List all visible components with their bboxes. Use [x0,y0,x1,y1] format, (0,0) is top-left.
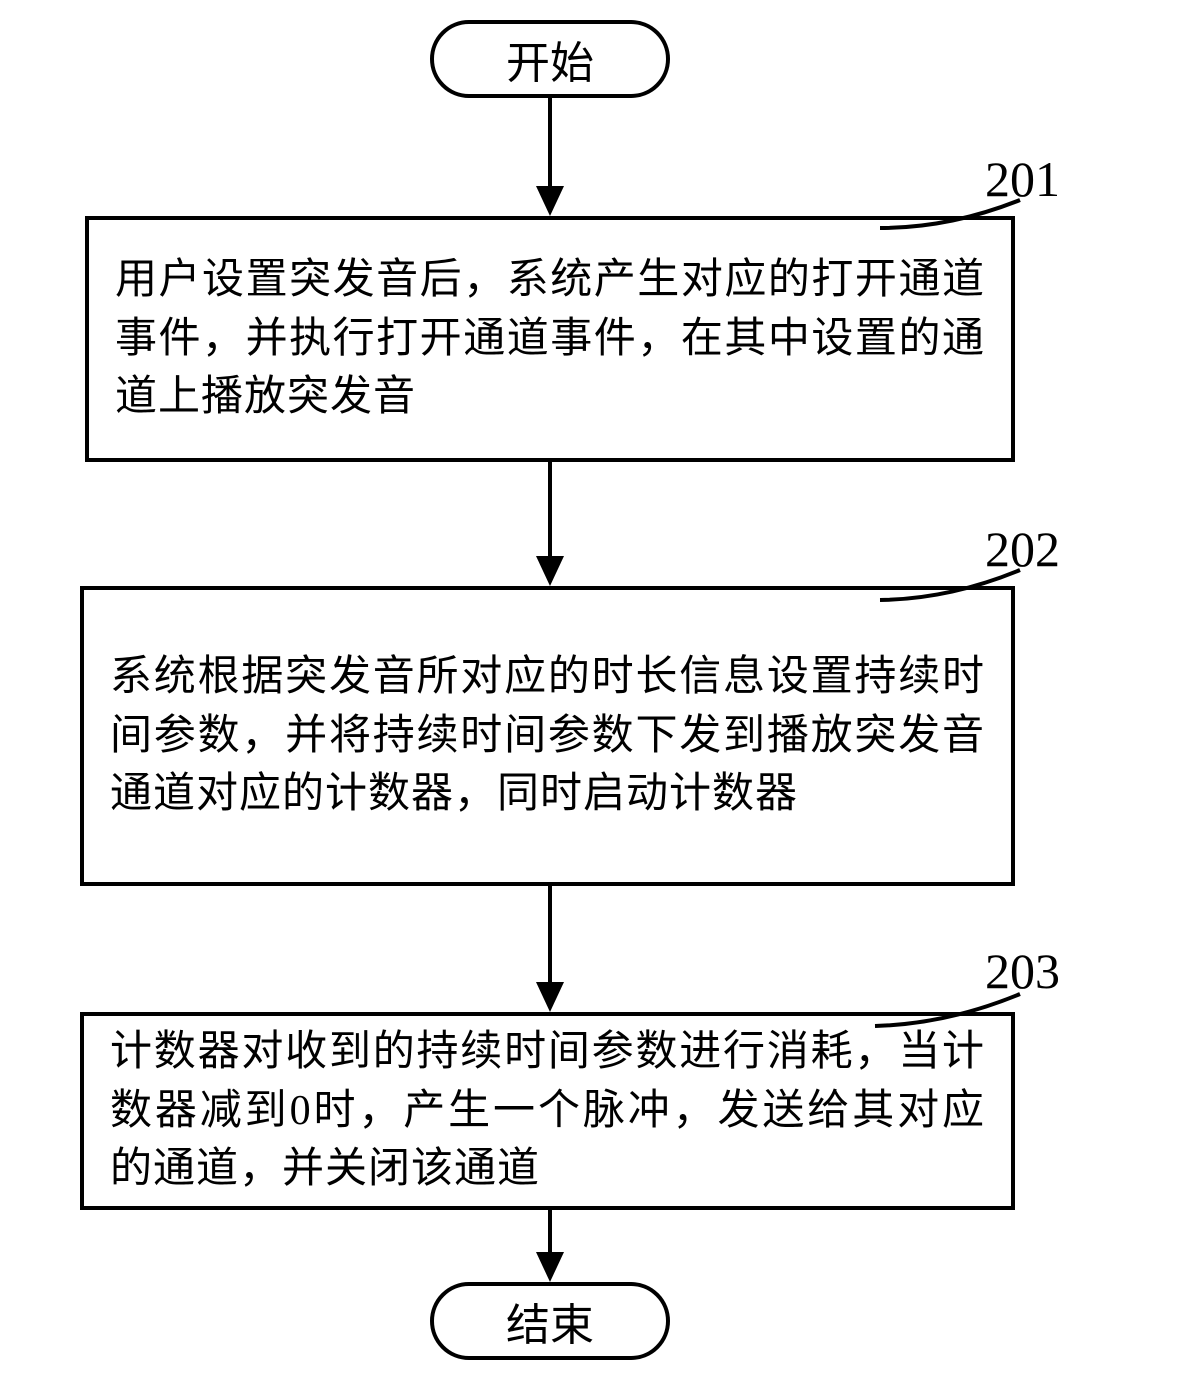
flowchart-canvas: 开始 用户设置突发音后，系统产生对应的打开通道事件，并执行打开通道事件，在其中设… [0,0,1180,1382]
process-step-201-text: 用户设置突发音后，系统产生对应的打开通道事件，并执行打开通道事件，在其中设置的通… [89,241,1011,437]
terminal-end: 结束 [430,1282,670,1360]
process-step-203-text: 计数器对收到的持续时间参数进行消耗，当计数器减到0时，产生一个脉冲，发送给其对应… [84,1013,1011,1209]
terminal-end-label: 结束 [506,1289,594,1353]
process-step-203: 计数器对收到的持续时间参数进行消耗，当计数器减到0时，产生一个脉冲，发送给其对应… [80,1012,1015,1210]
step-label-203: 203 [985,942,1060,1000]
process-step-202: 系统根据突发音所对应的时长信息设置持续时间参数，并将持续时间参数下发到播放突发音… [80,586,1015,886]
terminal-start-label: 开始 [506,27,594,91]
step-label-202: 202 [985,520,1060,578]
process-step-201: 用户设置突发音后，系统产生对应的打开通道事件，并执行打开通道事件，在其中设置的通… [85,216,1015,462]
process-step-202-text: 系统根据突发音所对应的时长信息设置持续时间参数，并将持续时间参数下发到播放突发音… [84,638,1011,834]
step-label-201: 201 [985,150,1060,208]
terminal-start: 开始 [430,20,670,98]
